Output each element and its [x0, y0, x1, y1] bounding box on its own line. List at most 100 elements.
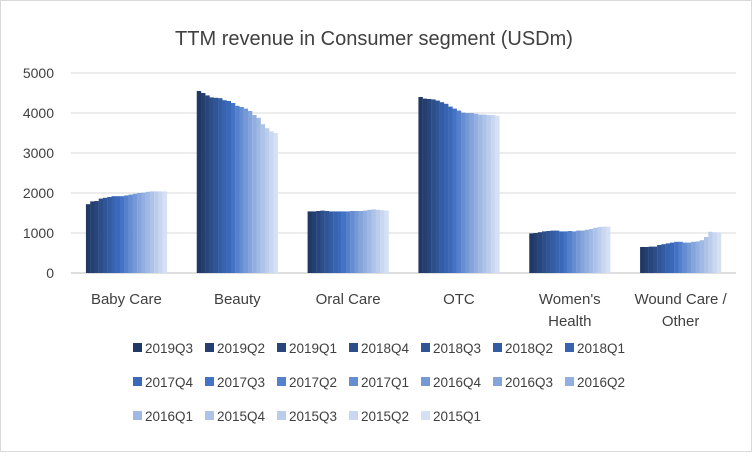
bar — [554, 230, 560, 273]
bar — [563, 231, 568, 273]
legend-swatch — [493, 343, 502, 352]
bar — [209, 97, 214, 274]
bar — [567, 231, 573, 273]
y-tick-label: 0 — [46, 265, 54, 281]
bar — [461, 112, 466, 273]
legend-item: 2017Q4 — [133, 375, 194, 390]
bar — [124, 195, 129, 273]
legend-item: 2017Q3 — [205, 375, 265, 390]
bar — [201, 93, 206, 273]
y-tick-label: 3000 — [23, 145, 54, 161]
legend-item: 2019Q3 — [133, 341, 193, 356]
legend-item: 2019Q2 — [205, 341, 265, 356]
bar — [328, 211, 334, 273]
legend-item: 2015Q4 — [205, 409, 266, 424]
bar — [375, 209, 381, 273]
bar — [456, 110, 462, 273]
bar — [107, 197, 112, 273]
legend-label: 2017Q1 — [361, 375, 409, 390]
legend-item: 2019Q1 — [277, 341, 337, 356]
bar — [665, 243, 671, 273]
legend-label: 2018Q3 — [433, 341, 481, 356]
bar — [452, 108, 457, 273]
bar — [222, 100, 227, 273]
legend-label: 2016Q4 — [433, 375, 482, 390]
y-tick-label: 2000 — [23, 185, 54, 201]
chart-title: TTM revenue in Consumer segment (USDm) — [175, 28, 573, 50]
legend-label: 2016Q3 — [505, 375, 553, 390]
legend-swatch — [565, 343, 574, 352]
bar — [141, 192, 146, 273]
legend-swatch — [205, 377, 214, 386]
bar — [482, 114, 487, 273]
bar — [205, 95, 210, 274]
bar — [533, 233, 538, 273]
legend-label: 2019Q2 — [217, 341, 265, 356]
bar — [137, 193, 142, 273]
bar — [247, 111, 253, 273]
x-tick-label: Beauty — [214, 291, 261, 308]
bar — [537, 232, 543, 273]
bar — [588, 229, 594, 273]
bar — [640, 247, 645, 273]
bar — [324, 211, 330, 273]
bar — [354, 211, 359, 273]
legend-swatch — [421, 343, 430, 352]
bar — [320, 210, 325, 273]
bar — [576, 230, 581, 273]
bar — [644, 247, 649, 273]
legend-label: 2018Q2 — [505, 341, 553, 356]
legend-item: 2018Q1 — [565, 341, 625, 356]
bar — [239, 107, 244, 273]
legend-item: 2017Q2 — [277, 375, 337, 390]
bar — [648, 246, 654, 273]
bar — [196, 91, 202, 273]
legend-swatch — [277, 377, 286, 386]
bar — [542, 231, 547, 273]
legend-item: 2016Q1 — [133, 409, 193, 424]
legend-item: 2015Q2 — [349, 409, 409, 424]
bar — [529, 233, 534, 273]
bar — [311, 211, 317, 273]
bar — [350, 211, 355, 273]
legend-item: 2016Q3 — [493, 375, 553, 390]
legend-item: 2015Q3 — [277, 409, 337, 424]
x-tick-label: Oral Care — [316, 291, 381, 308]
legend-label: 2015Q1 — [433, 409, 481, 424]
bar — [422, 98, 428, 273]
legend-label: 2019Q1 — [289, 341, 337, 356]
bar — [657, 245, 662, 273]
bar — [384, 210, 389, 273]
legend-label: 2016Q1 — [145, 409, 193, 424]
y-axis: 0 1000 2000 3000 4000 5000 — [23, 65, 54, 281]
bar — [469, 113, 474, 273]
legend-swatch — [493, 377, 502, 386]
bar — [486, 115, 492, 273]
legend-swatch — [133, 377, 142, 386]
bar — [230, 103, 236, 273]
bar — [243, 108, 249, 273]
bar — [120, 196, 125, 273]
legend-label: 2017Q4 — [145, 375, 194, 390]
legend-swatch — [349, 377, 358, 386]
bar — [490, 115, 496, 273]
legend-swatch — [277, 343, 286, 352]
bar — [102, 197, 108, 273]
bar — [448, 106, 453, 273]
legend-item: 2018Q4 — [349, 341, 410, 356]
bars — [85, 91, 722, 274]
bar — [473, 113, 479, 273]
bar — [158, 191, 163, 273]
legend-item: 2018Q3 — [421, 341, 481, 356]
bar — [115, 196, 121, 273]
bar — [712, 232, 717, 273]
bar — [256, 117, 261, 273]
bar — [226, 101, 231, 273]
bar — [716, 232, 722, 273]
bar — [601, 226, 607, 273]
bar — [128, 194, 133, 273]
bar — [699, 240, 705, 273]
bar — [597, 227, 602, 273]
gridlines — [71, 72, 736, 274]
